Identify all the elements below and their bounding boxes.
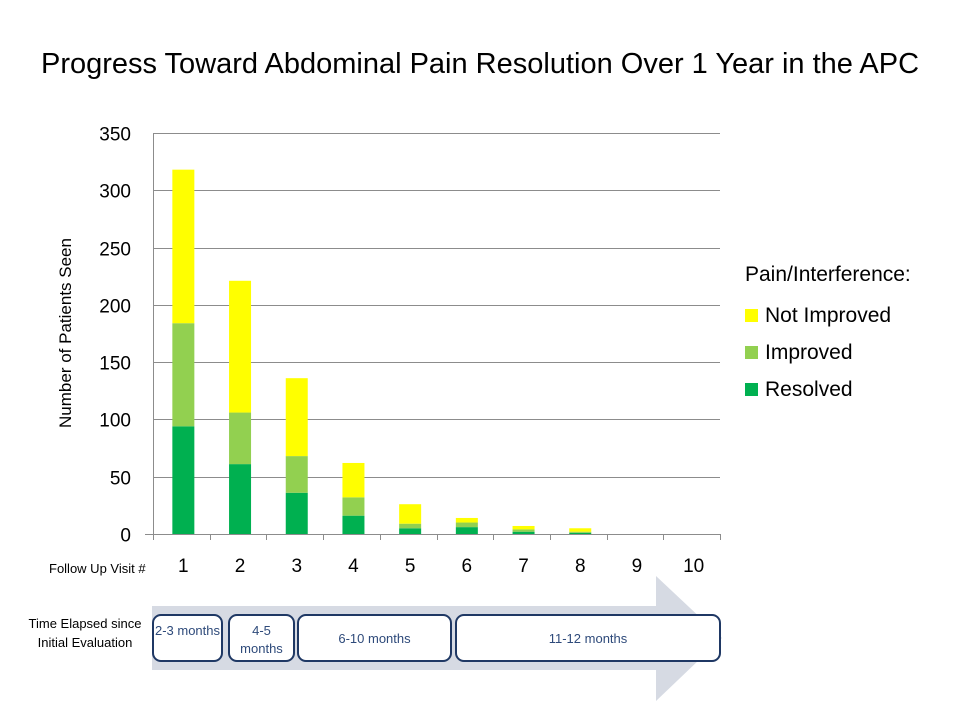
x-tick-label: 6 <box>462 556 473 577</box>
bar-resolved <box>285 492 308 534</box>
y-tick-label: 100 <box>99 411 131 432</box>
legend-swatch-resolved <box>745 383 758 396</box>
y-tick-label: 0 <box>120 526 131 547</box>
legend-title: Pain/Interference: <box>745 263 911 286</box>
bar-resolved <box>512 531 535 534</box>
bar-resolved <box>172 426 195 534</box>
bar-resolved <box>569 532 592 534</box>
legend-label-resolved: Resolved <box>765 377 853 401</box>
y-tick-label: 300 <box>99 182 131 203</box>
x-tick-label: 7 <box>518 556 529 577</box>
bar-improved <box>342 497 365 516</box>
x-tick-label: 10 <box>683 556 704 577</box>
legend-label-improved: Improved <box>765 340 853 364</box>
x-tick-label: 8 <box>575 556 586 577</box>
bar-improved <box>399 523 422 529</box>
bar-resolved <box>342 515 365 534</box>
x-tick-label: 4 <box>348 556 359 577</box>
bar-improved <box>569 531 592 533</box>
y-axis-label: Number of Patients Seen <box>56 238 75 428</box>
axes <box>145 133 721 540</box>
y-tick-label: 50 <box>110 469 131 490</box>
bar-improved <box>512 529 535 532</box>
x-tick-label: 5 <box>405 556 416 577</box>
x-tick-label: 1 <box>178 556 189 577</box>
legend-item-improved: Improved <box>745 334 945 371</box>
y-tick-label: 250 <box>99 240 131 261</box>
bar-improved <box>285 456 308 493</box>
chart-title: Progress Toward Abdominal Pain Resolutio… <box>40 48 920 80</box>
bar-not-improved <box>399 504 422 524</box>
y-tick-label: 350 <box>99 125 131 146</box>
x-tick-label: 9 <box>632 556 643 577</box>
bar-not-improved <box>512 525 535 530</box>
bar-improved <box>455 522 478 528</box>
bar-not-improved <box>455 517 478 523</box>
timeline-period-2-3-months: 2-3 months <box>152 614 223 662</box>
bars <box>172 169 592 534</box>
legend: Pain/Interference: Not Improved Improved… <box>745 263 945 408</box>
x-tick-label: 2 <box>235 556 246 577</box>
bar-not-improved <box>229 280 252 413</box>
legend-swatch-improved <box>745 346 758 359</box>
legend-item-resolved: Resolved <box>745 371 945 408</box>
legend-label-not-improved: Not Improved <box>765 303 892 327</box>
timeline-label: Time Elapsed since Initial Evaluation <box>28 616 142 650</box>
x-axis-label: Follow Up Visit # <box>49 561 146 576</box>
y-tick-label: 200 <box>99 297 131 318</box>
bar-not-improved <box>342 462 365 498</box>
bar-resolved <box>399 528 422 534</box>
timeline-period-11-12-months: 11-12 months <box>455 614 721 662</box>
timeline-period-6-10-months: 6-10 months <box>297 614 452 662</box>
bar-resolved <box>229 464 252 534</box>
y-tick-label: 150 <box>99 354 131 375</box>
x-tick-label: 3 <box>291 556 302 577</box>
legend-swatch-not-improved <box>745 309 758 322</box>
bar-not-improved <box>285 378 308 457</box>
bar-not-improved <box>569 528 592 532</box>
bar-not-improved <box>172 169 195 324</box>
timeline-period-4-5-months: 4-5 months <box>228 614 295 662</box>
bar-resolved <box>455 527 478 534</box>
y-tick-labels: 0 50 100 150 200 250 300 350 <box>99 125 131 547</box>
bar-improved <box>172 323 195 427</box>
legend-item-not-improved: Not Improved <box>745 297 945 334</box>
x-tick-labels: 1 2 3 4 5 6 7 8 9 10 <box>178 556 704 577</box>
bar-improved <box>229 412 252 465</box>
